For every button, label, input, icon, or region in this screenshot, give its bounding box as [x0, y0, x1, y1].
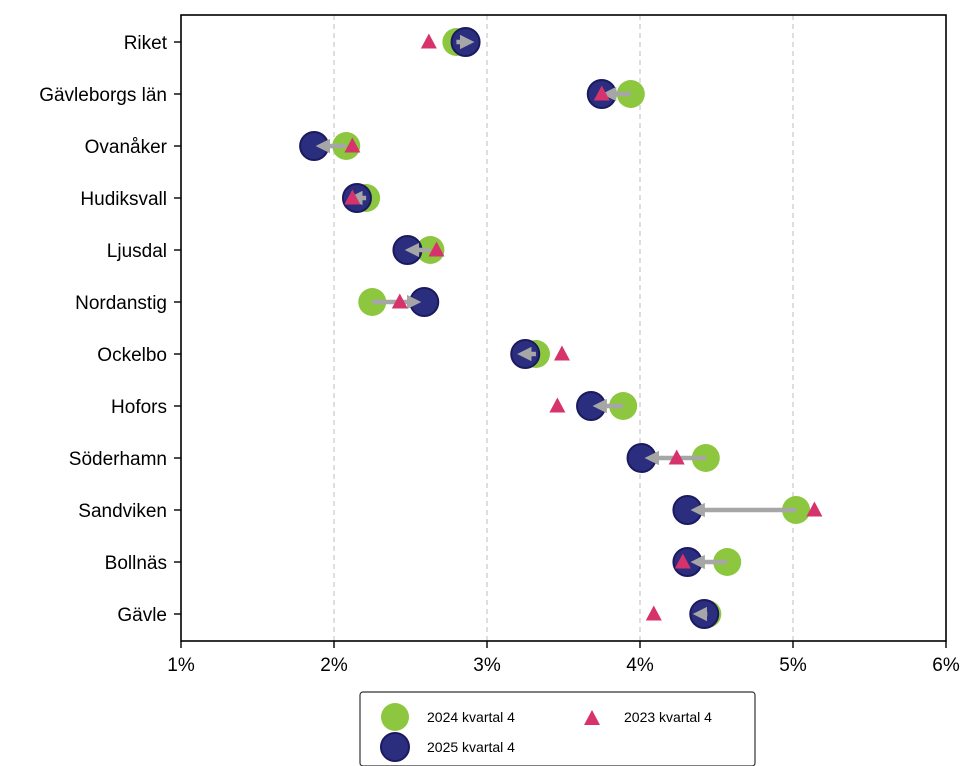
x-tick-label: 1%	[167, 655, 195, 676]
point-2023-ovanaker	[344, 137, 361, 153]
point-2023-hofors	[549, 397, 566, 413]
point-2025-nordanstig	[409, 287, 440, 317]
x-tick-label: 3%	[473, 655, 501, 676]
point-2025-riket	[450, 27, 481, 57]
legend-label-2025-kvartal-4: 2025 kvartal 4	[427, 739, 515, 755]
point-2023-sandviken	[806, 501, 823, 517]
data-points	[299, 27, 823, 629]
point-2025-ovanaker	[299, 131, 330, 161]
point-2023-soderhamn	[668, 449, 685, 465]
point-2023-gavleborgs-lan	[593, 85, 610, 101]
legend-marker-2023-kvartal-4	[584, 710, 600, 725]
legend-marker-2025-kvartal-4	[380, 732, 410, 762]
category-label-sandviken: Sandviken	[78, 501, 167, 522]
legend-box	[359, 691, 756, 766]
point-2025-hudiksvall	[341, 183, 372, 213]
category-label-nordanstig: Nordanstig	[75, 293, 167, 314]
category-label-soderhamn: Söderhamn	[69, 449, 167, 470]
x-tick-label: 2%	[320, 655, 348, 676]
legend: 2024 kvartal 4 2025 kvartal 4 2023 kvart…	[359, 691, 756, 766]
category-label-hudiksvall: Hudiksvall	[80, 189, 167, 210]
category-label-hofors: Hofors	[111, 397, 167, 418]
category-label-gavle: Gävle	[117, 605, 167, 626]
x-axis: 1% 2% 3% 4% 5% 6%	[167, 641, 960, 676]
x-tick-label: 6%	[932, 655, 960, 676]
legend-marker-2024-kvartal-4	[381, 703, 409, 731]
point-2025-sandviken	[672, 495, 703, 525]
point-2023-riket	[420, 33, 437, 49]
x-tick-label: 5%	[779, 655, 807, 676]
grid-lines	[333, 15, 794, 641]
point-2025-ljusdal	[392, 235, 423, 265]
category-label-ljusdal: Ljusdal	[107, 241, 167, 262]
plot-area-frame	[180, 14, 947, 642]
point-2025-bollnas	[672, 547, 703, 577]
point-2025-soderhamn	[626, 443, 657, 473]
category-label-bollnas: Bollnäs	[105, 553, 167, 574]
point-2025-gavle	[689, 599, 720, 629]
legend-label-2024-kvartal-4: 2024 kvartal 4	[427, 709, 515, 725]
point-2023-ockelbo	[553, 345, 570, 361]
point-2023-ljusdal	[428, 241, 445, 257]
category-label-ovanaker: Ovanåker	[85, 137, 168, 158]
point-2023-nordanstig	[391, 293, 408, 309]
legend-label-2023-kvartal-4: 2023 kvartal 4	[624, 709, 712, 725]
category-label-riket: Riket	[124, 33, 168, 54]
point-2023-hudiksvall	[344, 189, 361, 205]
x-tick-label: 4%	[626, 655, 654, 676]
category-label-gavleborgs-lan: Gävleborgs län	[39, 85, 167, 106]
category-label-ockelbo: Ockelbo	[97, 345, 167, 366]
point-2023-gavle	[645, 605, 662, 621]
point-2025-hofors	[576, 391, 607, 421]
y-axis: Riket Gävleborgs län Ovanåker Hudiksvall Lju…	[39, 33, 181, 626]
point-2023-bollnas	[674, 553, 691, 569]
